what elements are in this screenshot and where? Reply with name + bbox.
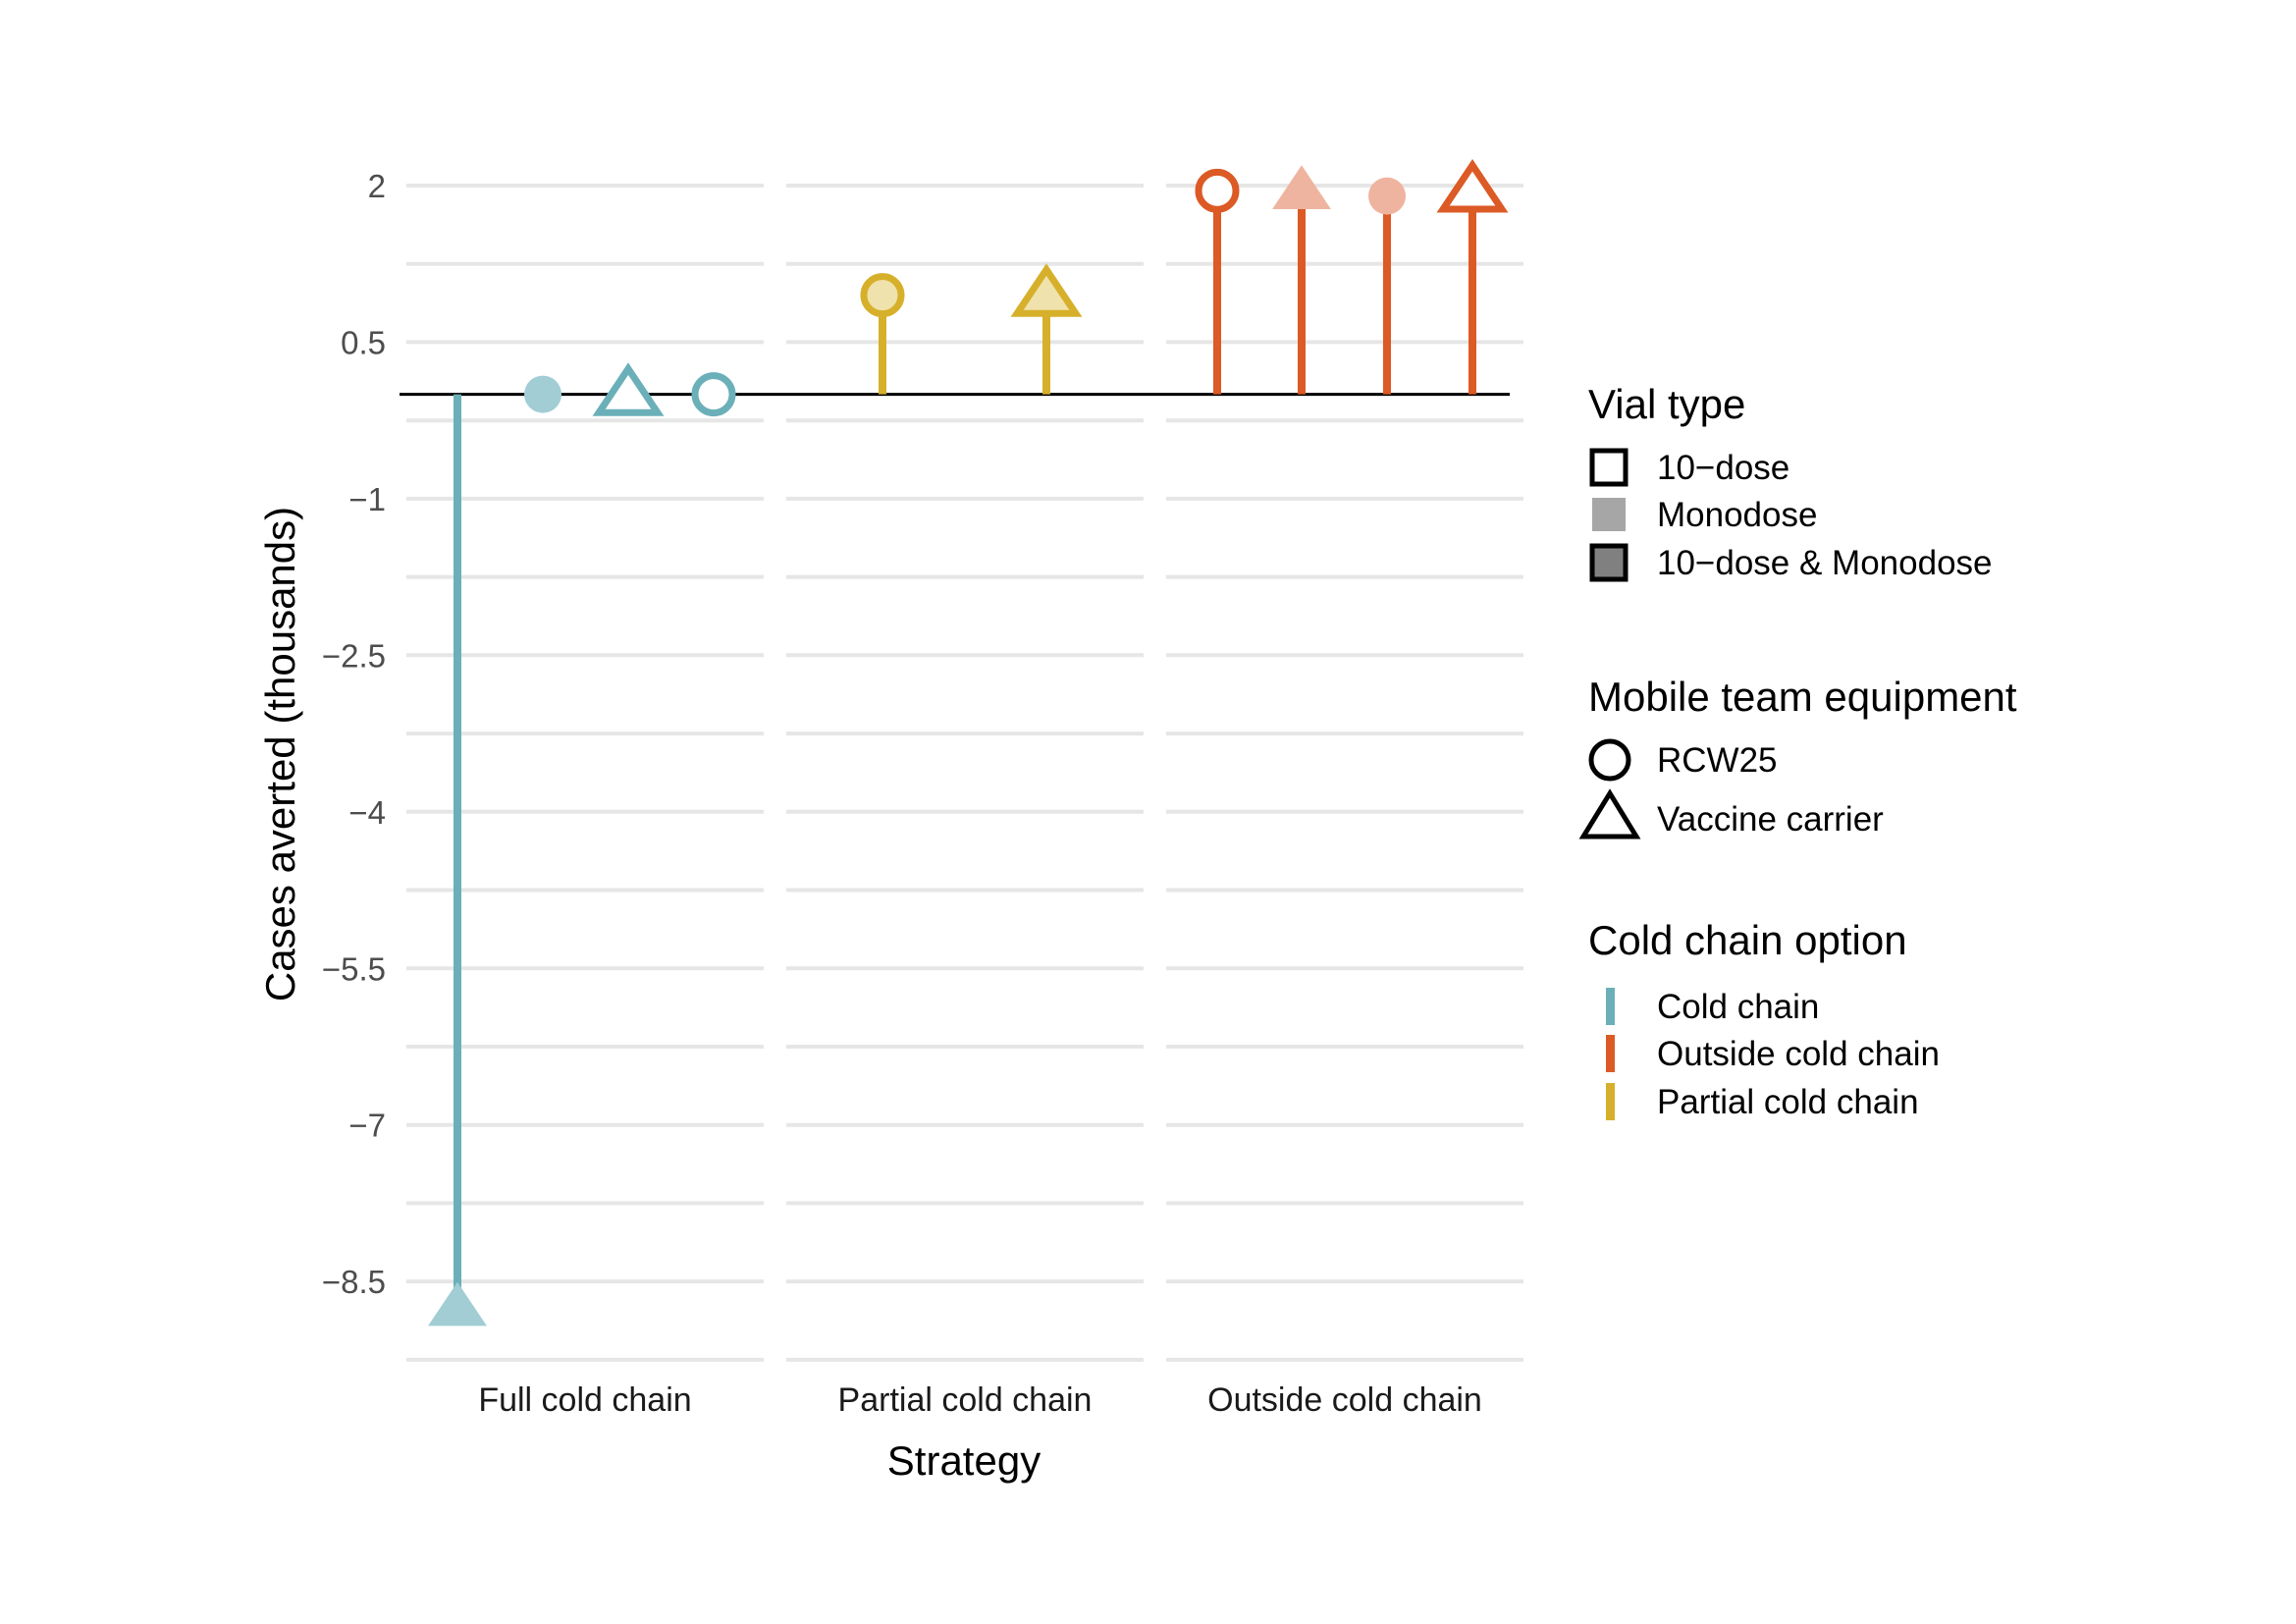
legend-label-outside-cold-chain: Outside cold chain [1657,1035,1940,1073]
legend-circle-icon [1588,738,1631,782]
legend-swatch-10-dose-monodose [1589,543,1629,582]
legend-label-vaccine-carrier: Vaccine carrier [1657,800,1884,839]
facet-label-outside-cold-chain: Outside cold chain [1207,1381,1482,1419]
lollipop-stems [454,190,1476,1308]
lollipop-marker-outside-cold-chain-0 [1195,168,1240,213]
legend-color-partial-cold-chain [1606,1083,1615,1120]
lollipop-marker-full-cold-chain-3 [691,372,736,417]
y-tick-label: −4 [348,794,386,831]
lollipop-marker-full-cold-chain-0 [428,1281,487,1326]
legend-label-partial-cold-chain: Partial cold chain [1657,1083,1919,1121]
lollipop-marker-full-cold-chain-2 [592,362,665,416]
gridlines [406,184,1523,1362]
y-tick-label: −7 [348,1108,386,1144]
y-tick-label: 0.5 [341,324,386,360]
legend-color-outside-cold-chain [1606,1035,1615,1072]
legend-label-rcw25: RCW25 [1657,741,1778,780]
legend-title-vial-type: Vial type [1588,381,1745,427]
lollipop-marker-partial-cold-chain-1 [860,273,905,318]
lollipop-markers [428,159,1509,1326]
y-axis-tick-labels: 2 0.5 −1 −2.5 −4 −5.5 −7 −8.5 [322,168,386,1300]
legend-label-10-dose-monodose: 10−dose & Monodose [1657,544,1993,582]
lollipop-marker-outside-cold-chain-2 [1368,177,1406,215]
facet-label-full-cold-chain: Full cold chain [478,1381,691,1419]
legend-label-10-dose: 10−dose [1657,449,1789,487]
legend-color-cold-chain [1606,988,1615,1025]
legend-title-equipment: Mobile team equipment [1588,674,2017,720]
lollipop-marker-outside-cold-chain-3 [1436,159,1509,213]
legend-triangle-icon [1578,788,1641,839]
x-axis-title: Strategy [887,1437,1041,1484]
y-axis-title: Cases averted (thousands) [257,507,303,1001]
y-tick-label: −5.5 [322,950,386,987]
x-axis-facet-labels: Full cold chain Partial cold chain Outside… [478,1381,1482,1419]
facet-label-partial-cold-chain: Partial cold chain [838,1381,1093,1419]
legend-swatch-10-dose [1589,448,1629,487]
y-tick-label: −8.5 [322,1264,386,1300]
legend-title-cold-chain: Cold chain option [1588,917,1907,963]
y-tick-label: 2 [368,168,386,204]
legend-swatch-monodose [1592,498,1626,531]
lollipop-marker-outside-cold-chain-1 [1272,165,1331,209]
lollipop-marker-full-cold-chain-1 [524,375,561,413]
legend-label-cold-chain: Cold chain [1657,988,1819,1026]
y-tick-label: −1 [348,481,386,517]
lollipop-marker-partial-cold-chain-3 [1010,263,1083,317]
legend: Vial type Mobile team equipment Cold cha… [1578,381,2017,1121]
legend-label-monodose: Monodose [1657,496,1817,534]
y-tick-label: −2.5 [322,637,386,674]
